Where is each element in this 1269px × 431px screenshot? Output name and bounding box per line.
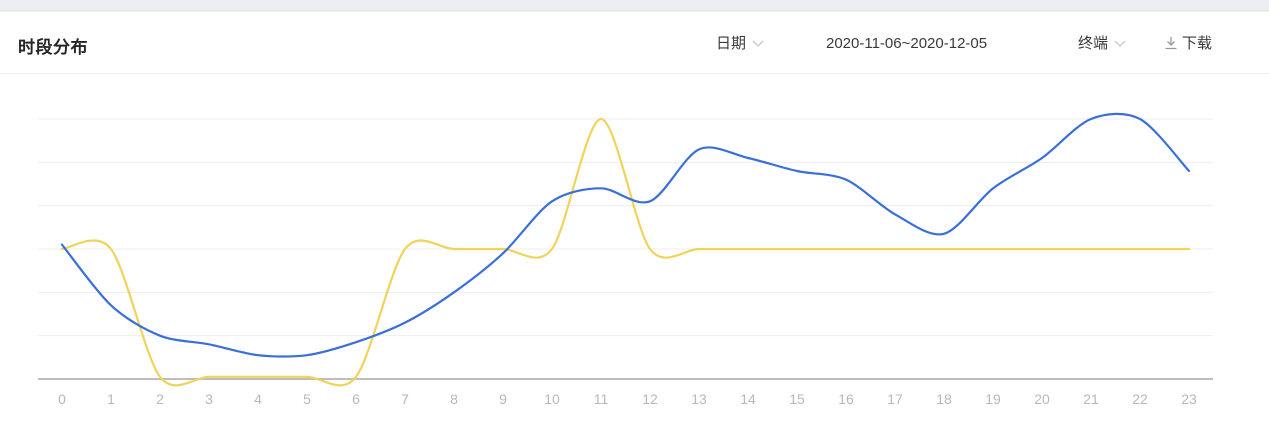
x-tick-label: 6 [352, 391, 360, 407]
terminal-dropdown[interactable]: 终端 [1078, 32, 1126, 53]
terminal-dropdown-label: 终端 [1078, 34, 1109, 52]
x-tick-label: 10 [544, 391, 560, 407]
x-tick-label: 18 [936, 391, 952, 407]
series-line-blue [60, 112, 1191, 358]
date-granularity-dropdown[interactable]: 日期 [716, 32, 764, 53]
x-tick-label: 20 [1034, 391, 1050, 407]
x-tick-label: 13 [691, 391, 707, 407]
x-tick-label: 17 [887, 391, 903, 407]
chevron-down-icon [752, 40, 764, 47]
download-icon [1165, 36, 1177, 49]
x-tick-label: 11 [594, 391, 609, 407]
download-label: 下载 [1182, 34, 1213, 52]
x-tick-label: 19 [985, 391, 1001, 407]
date-dropdown-label: 日期 [716, 34, 747, 52]
x-tick-label: 1 [107, 391, 115, 407]
chevron-down-icon [1114, 40, 1126, 47]
x-tick-label: 5 [303, 391, 311, 407]
x-tick-label: 21 [1083, 391, 1099, 407]
series-line-yellow [60, 117, 1191, 387]
panel-header: 时段分布 日期 2020-11-06~2020-12-05 终端 下载 [0, 12, 1269, 74]
x-tick-label: 23 [1181, 391, 1197, 407]
x-tick-label: 9 [499, 391, 507, 407]
x-tick-label: 14 [740, 391, 756, 407]
x-tick-label: 4 [254, 391, 262, 407]
x-tick-label: 16 [838, 391, 854, 407]
download-button[interactable]: 下载 [1164, 32, 1212, 53]
x-tick-label: 7 [401, 391, 409, 407]
x-tick-label: 3 [205, 391, 213, 407]
x-tick-label: 15 [789, 391, 805, 407]
x-tick-label: 8 [450, 391, 458, 407]
date-range-picker[interactable]: 2020-11-06~2020-12-05 [826, 35, 988, 52]
x-tick-label: 22 [1132, 391, 1148, 407]
panel-title: 时段分布 [18, 38, 88, 58]
top-strip [0, 0, 1269, 11]
time-distribution-panel: 时段分布 日期 2020-11-06~2020-12-05 终端 下载 [0, 12, 1269, 431]
x-tick-label: 12 [642, 391, 658, 407]
x-tick-label: 0 [58, 391, 66, 407]
x-tick-label: 2 [156, 391, 164, 407]
